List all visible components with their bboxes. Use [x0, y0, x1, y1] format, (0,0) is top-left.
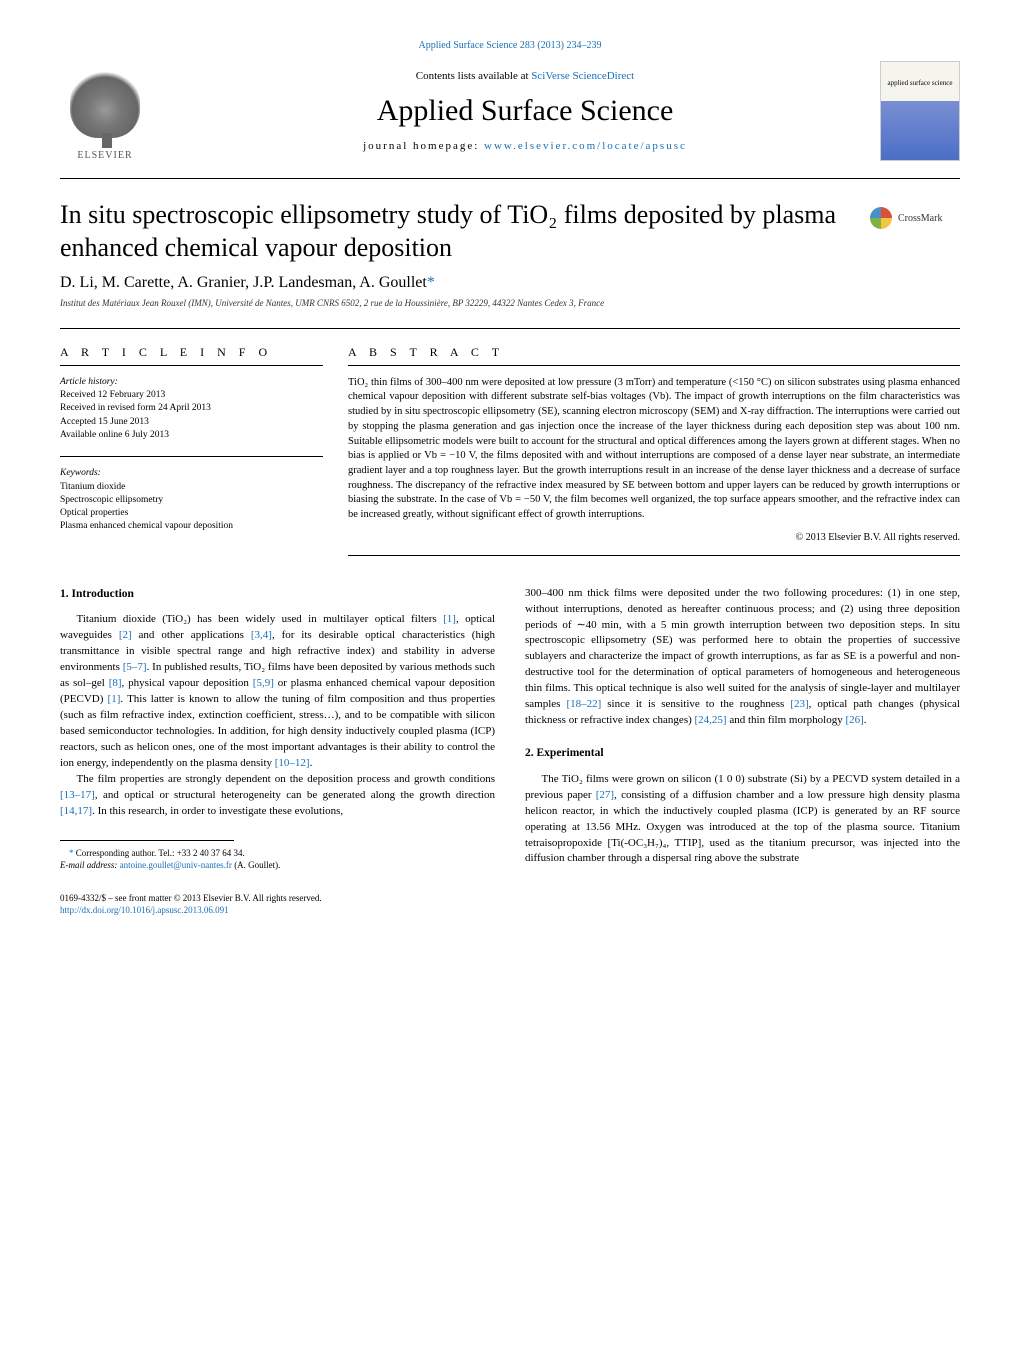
publisher-logo: ELSEVIER: [60, 61, 150, 161]
history-revised: Received in revised form 24 April 2013: [60, 402, 323, 415]
abstract-block: a b s t r a c t TiO₂ thin films of 300–4…: [348, 344, 960, 556]
paragraph: Titanium dioxide (TiO₂) has been widely …: [60, 612, 495, 771]
crossmark-label: CrossMark: [898, 213, 942, 224]
doi-link[interactable]: http://dx.doi.org/10.1016/j.apsusc.2013.…: [60, 905, 229, 915]
text: and other applications: [132, 629, 251, 641]
title-row: In situ spectroscopic ellipsometry study…: [60, 199, 960, 264]
keyword: Titanium dioxide: [60, 481, 323, 494]
authors-line: D. Li, M. Carette, A. Granier, J.P. Land…: [60, 274, 960, 292]
article-info-block: a r t i c l e i n f o Article history: R…: [60, 344, 348, 556]
footnote-rule: [60, 840, 234, 841]
ref-link[interactable]: [24,25]: [695, 714, 727, 726]
footer-copyright: 0169-4332/$ – see front matter © 2013 El…: [60, 892, 495, 905]
text: since it is sensitive to the roughness: [601, 698, 790, 710]
text: , physical vapour deposition: [122, 677, 253, 689]
ref-link[interactable]: [23]: [790, 698, 808, 710]
homepage-link[interactable]: www.elsevier.com/locate/apsusc: [484, 140, 687, 152]
ref-link[interactable]: [13–17]: [60, 789, 95, 801]
history-accepted: Accepted 15 June 2013: [60, 416, 323, 429]
abstract-text: TiO₂ thin films of 300–400 nm were depos…: [348, 376, 960, 523]
rule: [348, 365, 960, 366]
ref-link[interactable]: [18–22]: [566, 698, 601, 710]
text: , and optical or structural heterogeneit…: [95, 789, 495, 801]
article-history: Article history: Received 12 February 20…: [60, 376, 323, 442]
keywords-block: Keywords: Titanium dioxide Spectroscopic…: [60, 467, 323, 533]
contents-line: Contents lists available at SciVerse Sci…: [170, 70, 880, 82]
ref-link[interactable]: [1]: [443, 613, 456, 625]
body-columns: 1. Introduction Titanium dioxide (TiO₂) …: [60, 586, 960, 917]
ref-link[interactable]: [1]: [108, 693, 121, 705]
ref-link[interactable]: [14,17]: [60, 805, 92, 817]
section-head-experimental: 2. Experimental: [525, 745, 960, 762]
paragraph: The TiO₂ films were grown on silicon (1 …: [525, 772, 960, 868]
elsevier-tree-icon: [70, 68, 140, 138]
email-link[interactable]: antoine.goullet@univ-nantes.fr: [120, 860, 232, 870]
right-column: 300–400 nm thick films were deposited un…: [525, 586, 960, 917]
keyword: Spectroscopic ellipsometry: [60, 494, 323, 507]
sciencedirect-link[interactable]: SciVerse ScienceDirect: [531, 70, 634, 82]
ref-link[interactable]: [26]: [845, 714, 863, 726]
contents-text: Contents lists available at: [416, 70, 531, 82]
masthead-center: Contents lists available at SciVerse Sci…: [170, 70, 880, 152]
publisher-name: ELSEVIER: [77, 150, 132, 161]
text: Titanium dioxide (TiO₂) has been widely …: [77, 613, 444, 625]
authors-text: D. Li, M. Carette, A. Granier, J.P. Land…: [60, 274, 427, 291]
copyright-line: © 2013 Elsevier B.V. All rights reserved…: [348, 531, 960, 545]
crossmark-badge[interactable]: CrossMark: [870, 205, 960, 231]
text: 300–400 nm thick films were deposited un…: [525, 587, 960, 711]
ref-link[interactable]: [5,9]: [253, 677, 274, 689]
ref-link[interactable]: [27]: [596, 789, 614, 801]
abstract-label: a b s t r a c t: [348, 344, 960, 361]
ref-link[interactable]: [2]: [119, 629, 132, 641]
footnote-text: Corresponding author. Tel.: +33 2 40 37 …: [74, 848, 245, 858]
ref-link[interactable]: [3,4]: [251, 629, 272, 641]
article-title: In situ spectroscopic ellipsometry study…: [60, 199, 850, 264]
corresponding-footnote: * Corresponding author. Tel.: +33 2 40 3…: [60, 847, 495, 872]
keywords-head: Keywords:: [60, 467, 323, 480]
homepage-line: journal homepage: www.elsevier.com/locat…: [170, 140, 880, 152]
crossmark-icon: [870, 207, 892, 229]
keyword: Optical properties: [60, 507, 323, 520]
rule: [60, 365, 323, 366]
history-online: Available online 6 July 2013: [60, 429, 323, 442]
paragraph: The film properties are strongly depende…: [60, 772, 495, 820]
homepage-label: journal homepage:: [363, 140, 484, 152]
text: .: [864, 714, 867, 726]
email-label: E-mail address:: [60, 860, 120, 870]
ref-link[interactable]: [10–12]: [275, 757, 310, 769]
footer: 0169-4332/$ – see front matter © 2013 El…: [60, 892, 495, 917]
journal-name: Applied Surface Science: [170, 94, 880, 128]
text: The film properties are strongly depende…: [77, 773, 496, 785]
ref-link[interactable]: [5–7]: [123, 661, 147, 673]
history-received: Received 12 February 2013: [60, 389, 323, 402]
info-abstract-row: a r t i c l e i n f o Article history: R…: [60, 328, 960, 556]
article-info-label: a r t i c l e i n f o: [60, 344, 323, 361]
affiliation: Institut des Matériaux Jean Rouxel (IMN)…: [60, 298, 960, 308]
email-after: (A. Goullet).: [232, 860, 281, 870]
text: . In this research, in order to investig…: [92, 805, 343, 817]
section-head-intro: 1. Introduction: [60, 586, 495, 603]
text: .: [310, 757, 313, 769]
text: and thin film morphology: [727, 714, 846, 726]
journal-ref-link[interactable]: Applied Surface Science 283 (2013) 234–2…: [60, 40, 960, 51]
history-head: Article history:: [60, 376, 323, 389]
left-column: 1. Introduction Titanium dioxide (TiO₂) …: [60, 586, 495, 917]
journal-cover-thumbnail: [880, 61, 960, 161]
ref-link[interactable]: [8]: [109, 677, 122, 689]
rule: [60, 456, 323, 457]
masthead: ELSEVIER Contents lists available at Sci…: [60, 59, 960, 179]
corresponding-star: *: [427, 274, 435, 291]
rule: [348, 555, 960, 556]
keyword: Plasma enhanced chemical vapour depositi…: [60, 520, 323, 533]
paragraph: 300–400 nm thick films were deposited un…: [525, 586, 960, 729]
